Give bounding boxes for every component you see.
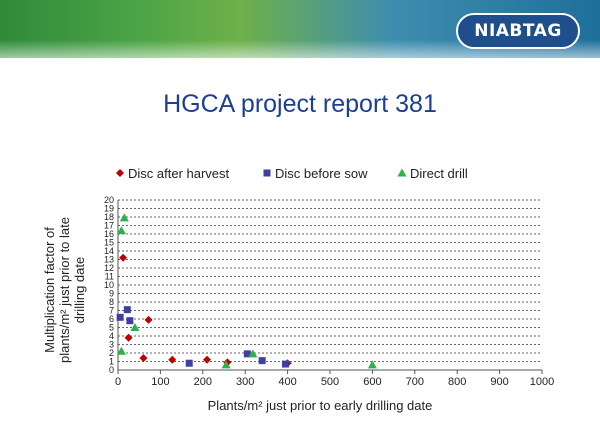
y-tick-label: 16	[104, 229, 114, 239]
y-tick-label: 1	[109, 357, 114, 367]
y-tick-label: 4	[109, 331, 114, 341]
y-tick-label: 20	[104, 195, 114, 205]
point-disc-before-sow	[126, 317, 134, 325]
legend-label-direct-drill: Direct drill	[410, 166, 468, 181]
legend-marker-disc-after-harvest	[116, 169, 124, 177]
legend-marker-disc-before-sow	[263, 169, 271, 177]
y-axis-label-line: drilling date	[72, 257, 87, 324]
point-direct-drill	[116, 226, 126, 235]
slide-title: HGCA project report 381	[163, 90, 437, 118]
x-tick-label: 700	[406, 376, 424, 388]
y-tick-label: 3	[109, 340, 114, 350]
axis-labels: Plants/m² just prior to early drilling d…	[42, 217, 432, 413]
point-disc-before-sow	[281, 360, 289, 368]
point-disc-after-harvest	[203, 355, 212, 364]
x-tick-label: 400	[278, 376, 296, 388]
x-tick-label: 900	[490, 376, 508, 388]
x-tick-labels: 0 100 200 300 400 500 600 700 800 900 1000	[115, 376, 554, 388]
x-tick-label: 600	[363, 376, 381, 388]
y-axis-label-line: plants/m² just prior to late	[57, 217, 72, 363]
x-axis-label: Plants/m² just prior to early drilling d…	[208, 398, 433, 413]
data-points	[116, 213, 377, 369]
legend-marker-direct-drill	[397, 168, 407, 177]
point-disc-after-harvest	[119, 253, 128, 262]
point-disc-after-harvest	[124, 333, 133, 342]
x-tick-label: 0	[115, 376, 121, 388]
x-tick-label: 100	[151, 376, 169, 388]
y-axis-label-line: Multiplication factor of	[42, 227, 57, 353]
y-tick-label: 9	[109, 289, 114, 299]
point-disc-after-harvest	[168, 355, 177, 364]
chart-legend: Disc after harvest Disc before sow Direct …	[116, 166, 468, 181]
point-disc-after-harvest	[144, 315, 153, 324]
scatter-chart: Disc after harvest Disc before sow Direct …	[42, 166, 554, 413]
point-direct-drill	[248, 349, 258, 358]
y-tick-label: 11	[105, 272, 114, 282]
point-disc-before-sow	[116, 313, 124, 321]
y-tick-label: 19	[104, 204, 114, 214]
point-direct-drill	[367, 360, 377, 369]
point-direct-drill	[130, 323, 140, 331]
point-disc-after-harvest	[139, 354, 148, 363]
chart-axes	[117, 200, 543, 374]
y-tick-label: 7	[109, 306, 114, 316]
y-tick-label: 2	[109, 348, 114, 358]
niabtag-logo: NIABTAG	[456, 13, 580, 49]
point-disc-before-sow	[258, 357, 266, 365]
y-tick-label: 15	[104, 238, 114, 248]
y-tick-label: 10	[104, 280, 114, 290]
y-tick-label: 6	[109, 314, 114, 324]
y-tick-label: 13	[104, 255, 114, 265]
x-tick-label: 800	[448, 376, 466, 388]
y-tick-label: 0	[109, 365, 114, 375]
x-tick-label: 1000	[530, 376, 554, 388]
y-tick-label: 5	[109, 323, 114, 333]
point-direct-drill	[119, 213, 129, 222]
legend-label-disc-after-harvest: Disc after harvest	[128, 166, 230, 181]
point-disc-before-sow	[123, 306, 131, 314]
y-tick-label: 8	[109, 297, 114, 307]
x-tick-label: 200	[194, 376, 212, 388]
legend-label-disc-before-sow: Disc before sow	[275, 166, 368, 181]
point-disc-before-sow	[243, 350, 251, 358]
y-tick-label: 14	[104, 246, 114, 256]
chart-gridlines	[118, 199, 542, 362]
point-disc-before-sow	[185, 359, 193, 367]
header-banner-fade	[0, 40, 600, 58]
x-tick-label: 500	[321, 376, 339, 388]
x-tick-label: 300	[236, 376, 254, 388]
y-tick-label: 12	[104, 263, 114, 273]
logo-text: NIABTAG	[474, 21, 562, 41]
y-tick-label: 18	[104, 212, 114, 222]
point-direct-drill	[221, 360, 231, 369]
point-direct-drill	[116, 346, 126, 355]
y-tick-label: 17	[104, 221, 114, 231]
